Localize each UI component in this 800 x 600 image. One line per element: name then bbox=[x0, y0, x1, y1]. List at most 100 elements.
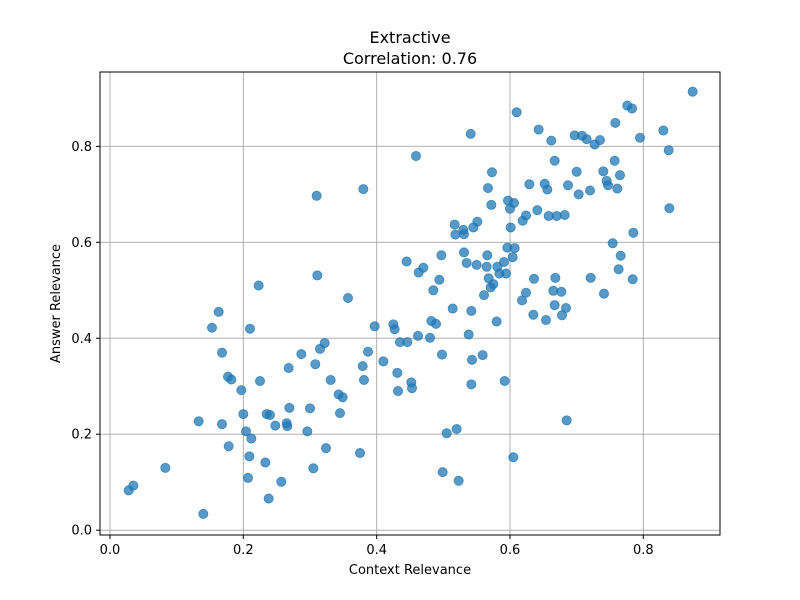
data-point bbox=[607, 238, 618, 249]
data-point bbox=[389, 324, 400, 335]
data-point bbox=[362, 346, 373, 357]
data-point bbox=[627, 274, 638, 285]
data-point bbox=[436, 250, 447, 261]
data-point bbox=[302, 426, 313, 437]
data-point bbox=[282, 421, 293, 432]
data-point bbox=[481, 261, 492, 272]
x-axis-label: Context Relevance bbox=[349, 563, 471, 578]
data-point bbox=[499, 375, 510, 386]
y-tick-label: 0.0 bbox=[71, 524, 92, 539]
data-point bbox=[434, 274, 445, 285]
data-point bbox=[337, 392, 348, 403]
data-point bbox=[585, 185, 596, 196]
x-tick-label: 0.6 bbox=[500, 543, 521, 558]
data-point bbox=[310, 359, 321, 370]
data-point bbox=[478, 290, 489, 301]
data-point bbox=[453, 475, 464, 486]
data-point bbox=[595, 135, 606, 146]
data-point bbox=[550, 272, 561, 283]
data-point bbox=[486, 167, 497, 178]
data-point bbox=[627, 103, 638, 114]
data-point bbox=[311, 190, 322, 201]
data-point bbox=[253, 280, 264, 291]
data-point bbox=[505, 222, 516, 233]
data-point bbox=[441, 428, 452, 439]
data-point bbox=[254, 375, 265, 386]
data-point bbox=[304, 403, 315, 414]
y-tick-label: 0.6 bbox=[71, 236, 92, 251]
data-point bbox=[412, 330, 423, 341]
data-point bbox=[500, 268, 511, 279]
data-point bbox=[532, 205, 543, 216]
data-point bbox=[461, 257, 472, 268]
data-point bbox=[561, 415, 572, 426]
x-tick-label: 0.2 bbox=[233, 543, 254, 558]
data-point bbox=[615, 250, 626, 261]
data-point bbox=[392, 367, 403, 378]
data-point bbox=[533, 124, 544, 135]
data-point bbox=[334, 408, 345, 419]
data-point bbox=[508, 452, 519, 463]
data-point bbox=[549, 300, 560, 311]
data-point bbox=[312, 270, 323, 281]
data-point bbox=[319, 338, 330, 349]
data-point bbox=[284, 402, 295, 413]
y-tick-label: 0.4 bbox=[71, 332, 92, 347]
data-point bbox=[402, 337, 413, 348]
data-point bbox=[270, 420, 281, 431]
data-point bbox=[603, 180, 614, 191]
data-point bbox=[511, 107, 522, 118]
data-point bbox=[521, 287, 532, 298]
data-point bbox=[263, 493, 274, 504]
data-point bbox=[559, 209, 570, 220]
data-point bbox=[471, 259, 482, 270]
data-point bbox=[635, 132, 646, 143]
data-point bbox=[488, 279, 499, 290]
data-point bbox=[687, 86, 698, 97]
data-point bbox=[556, 286, 567, 297]
data-point bbox=[369, 321, 380, 332]
data-point bbox=[486, 199, 497, 210]
y-axis-label: Answer Relevance bbox=[49, 244, 64, 363]
data-point bbox=[401, 256, 412, 267]
data-point bbox=[447, 303, 458, 314]
data-point bbox=[308, 463, 319, 474]
data-point bbox=[424, 332, 435, 343]
data-point bbox=[541, 315, 552, 326]
data-point bbox=[509, 243, 520, 254]
data-point bbox=[325, 375, 336, 386]
data-point bbox=[615, 170, 626, 181]
data-point bbox=[458, 247, 469, 258]
data-point bbox=[549, 155, 560, 166]
data-point bbox=[664, 203, 675, 214]
data-point bbox=[357, 361, 368, 372]
data-point bbox=[482, 183, 493, 194]
x-tick-label: 0.8 bbox=[633, 543, 654, 558]
data-point bbox=[517, 295, 528, 306]
data-point bbox=[238, 409, 249, 420]
data-point bbox=[223, 441, 234, 452]
data-point bbox=[128, 480, 139, 491]
data-point bbox=[226, 374, 237, 385]
data-point bbox=[507, 252, 518, 263]
data-point bbox=[465, 128, 476, 139]
data-point bbox=[244, 451, 255, 462]
y-tick-label: 0.8 bbox=[71, 140, 92, 155]
data-point bbox=[663, 145, 674, 156]
data-point bbox=[466, 305, 477, 316]
data-point bbox=[472, 216, 483, 227]
axis-ticks: 0.0 0.2 0.4 0.6 0.8 0.0 0.2 0.4 0.6 0.8 bbox=[71, 140, 653, 558]
data-point bbox=[244, 323, 255, 334]
data-point bbox=[498, 256, 509, 267]
data-point bbox=[466, 354, 477, 365]
data-points bbox=[123, 86, 698, 519]
data-point bbox=[213, 306, 224, 317]
data-point bbox=[581, 134, 592, 145]
x-tick-label: 0.4 bbox=[366, 543, 387, 558]
data-point bbox=[418, 262, 429, 273]
data-point bbox=[436, 349, 447, 360]
data-point bbox=[658, 125, 669, 136]
data-point bbox=[628, 227, 639, 238]
data-point bbox=[491, 316, 502, 327]
data-point bbox=[599, 288, 610, 299]
